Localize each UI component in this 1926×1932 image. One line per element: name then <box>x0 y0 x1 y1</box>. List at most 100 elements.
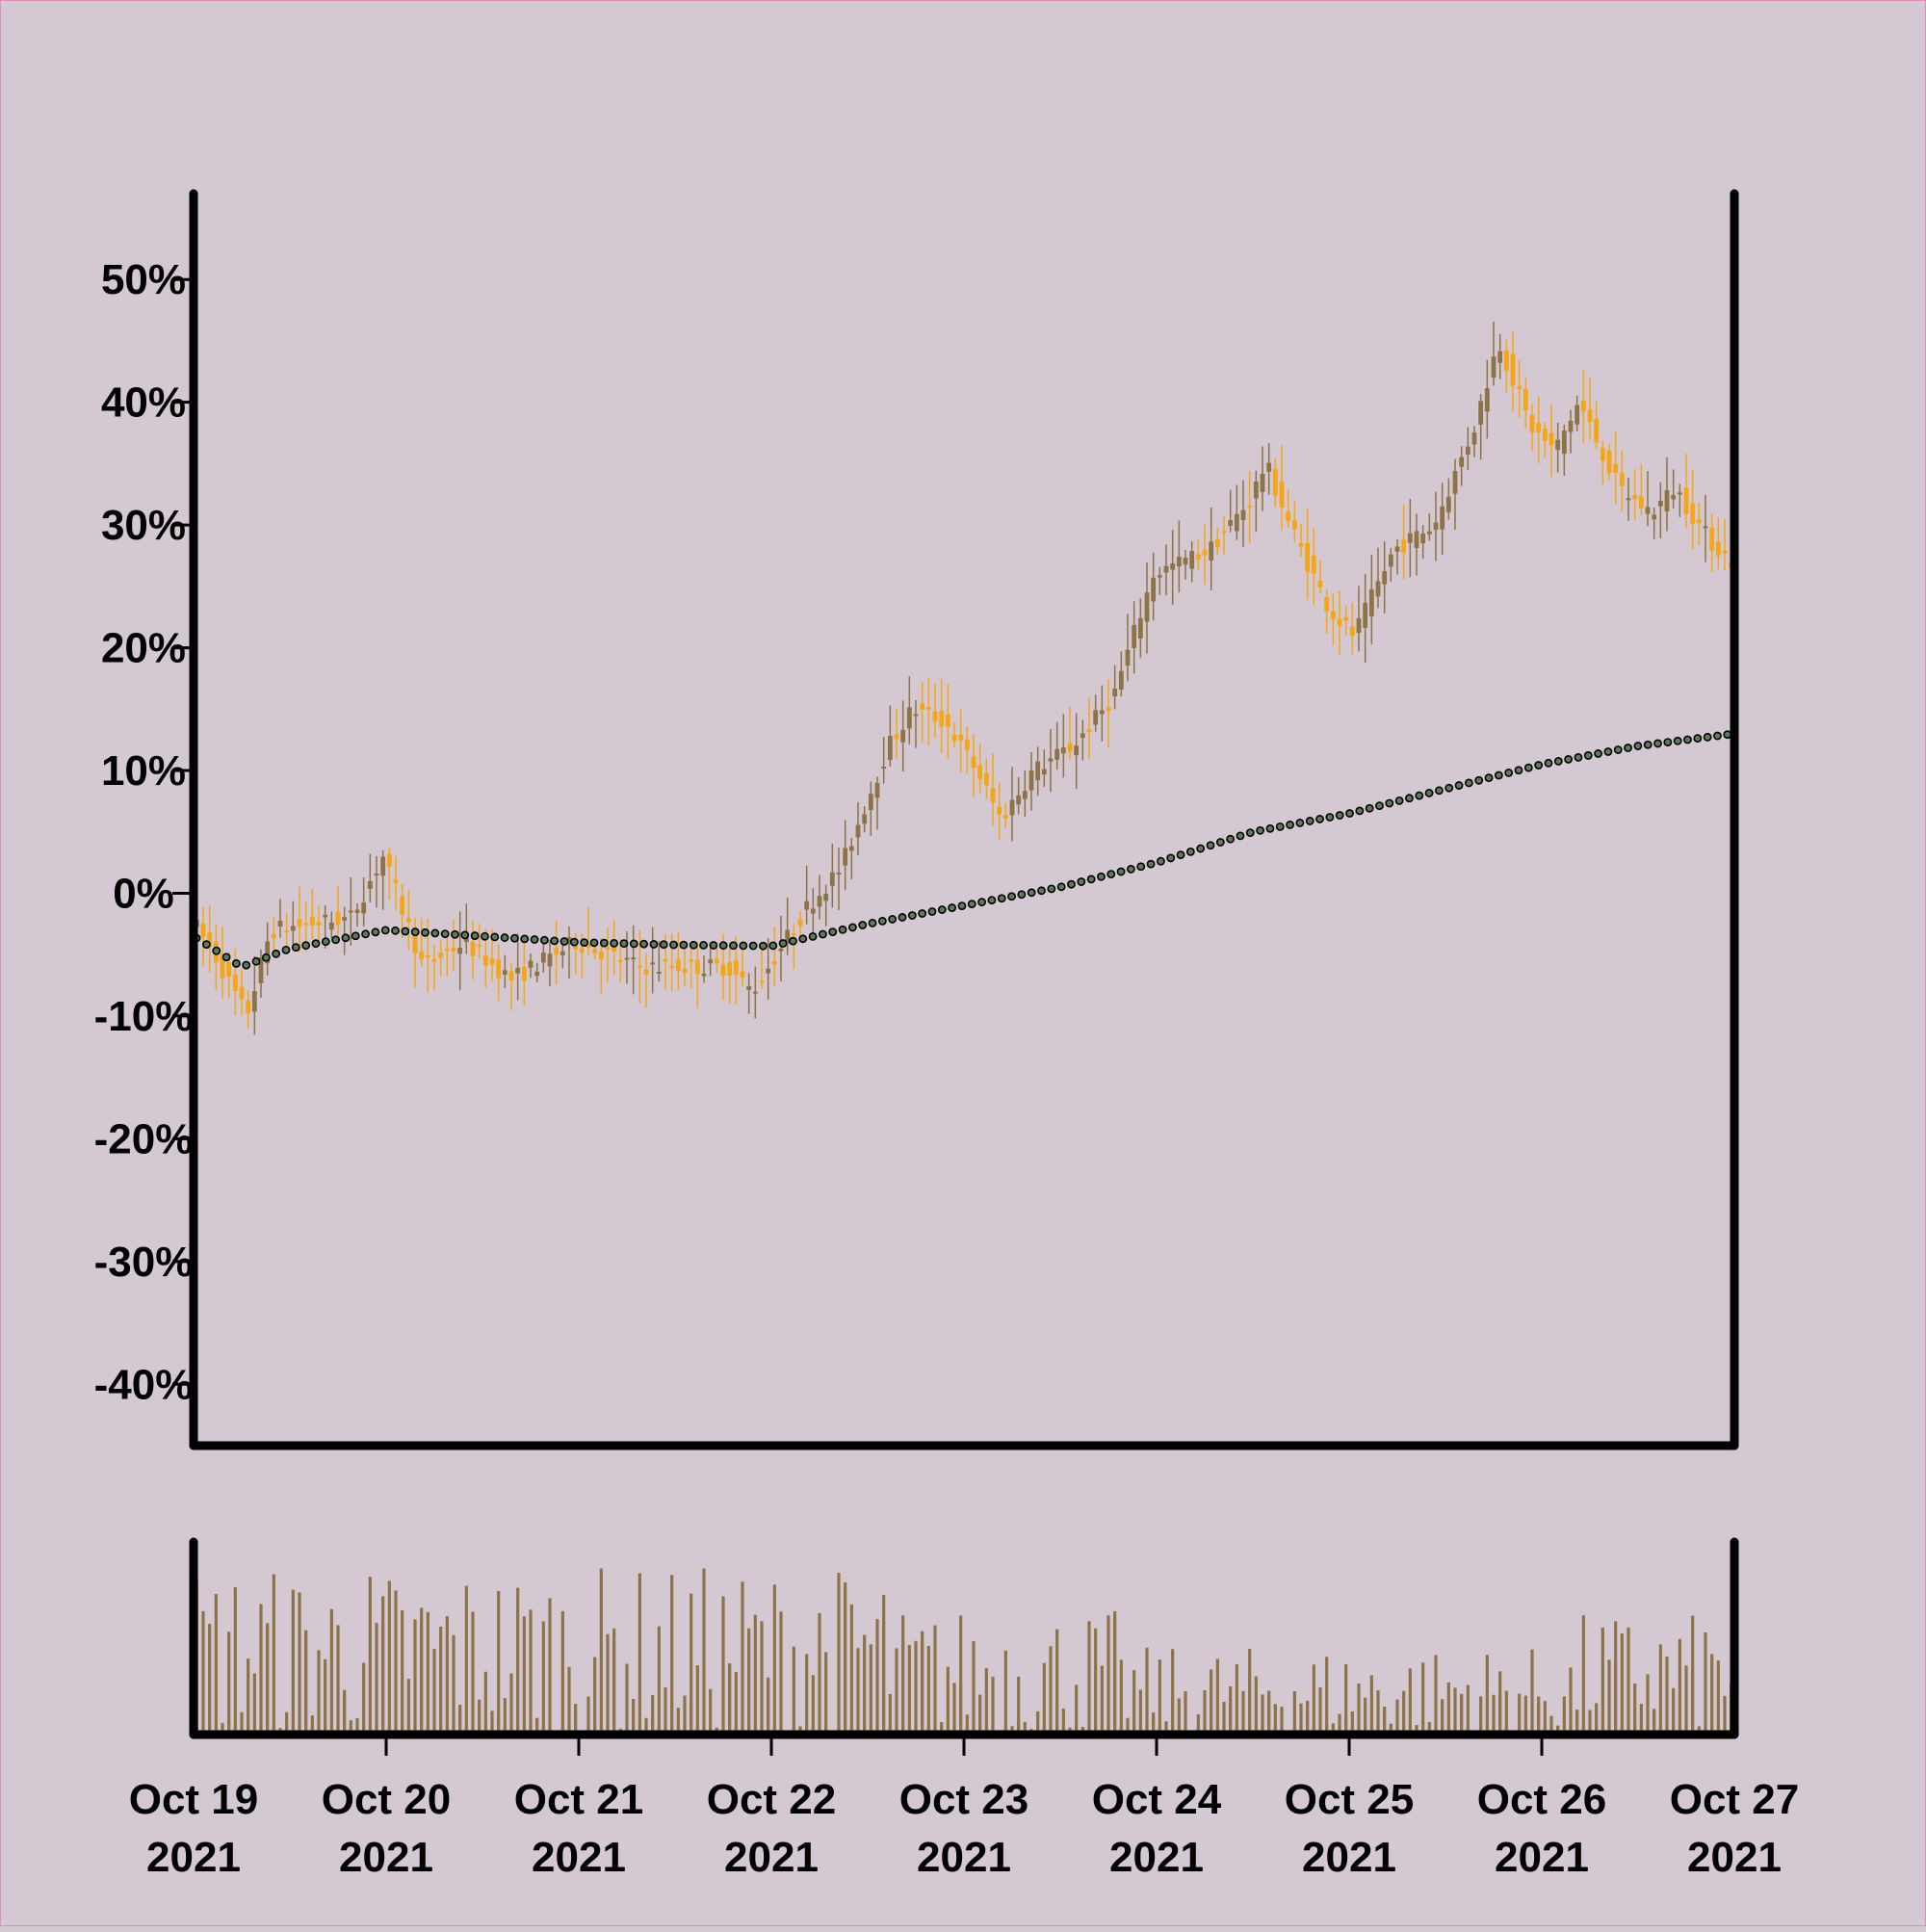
volume-bar <box>875 1619 878 1735</box>
volume-bar <box>1094 1629 1097 1735</box>
candle-body <box>394 880 399 883</box>
candle-body <box>1453 471 1458 494</box>
volume-bar <box>1704 1632 1706 1735</box>
candle-body <box>1029 770 1034 791</box>
candle-body <box>1716 541 1721 556</box>
moving-average-point <box>661 941 667 948</box>
candle-body <box>618 960 623 962</box>
moving-average-point <box>1137 863 1144 870</box>
moving-average-point <box>1287 822 1293 828</box>
volume-bar <box>1120 1659 1123 1735</box>
volume-bar <box>1447 1683 1450 1735</box>
moving-average-point <box>1158 858 1164 865</box>
candle-body <box>1061 747 1066 753</box>
candle-body <box>323 915 327 918</box>
candle-body <box>1601 448 1605 461</box>
volume-bar <box>1479 1696 1482 1735</box>
candle-body <box>721 965 726 977</box>
volume-bar <box>600 1569 603 1735</box>
volume-bar <box>818 1613 820 1735</box>
volume-bar <box>844 1582 846 1735</box>
volume-bar <box>1460 1694 1463 1735</box>
volume-bar <box>458 1705 461 1735</box>
volume-bar <box>882 1595 885 1735</box>
moving-average-point <box>670 941 677 948</box>
volume-bar <box>927 1646 930 1735</box>
moving-average-point <box>790 938 796 945</box>
candle-body <box>240 987 245 1000</box>
moving-average-layer <box>193 731 1731 969</box>
moving-average-point <box>829 928 836 935</box>
candle-body <box>291 927 296 931</box>
x-tick-label-date: Oct 24 <box>1092 1776 1222 1823</box>
moving-average-point <box>1575 754 1581 761</box>
moving-average-point <box>1346 810 1353 817</box>
moving-average-point <box>1376 802 1383 809</box>
volume-bar <box>1049 1646 1052 1735</box>
candle-body <box>246 1001 250 1013</box>
candle-body <box>1415 531 1419 547</box>
candle-body <box>849 847 854 851</box>
volume-bar <box>1043 1663 1046 1735</box>
x-tick-label-date: Oct 23 <box>899 1776 1029 1823</box>
candle-body <box>1723 551 1728 554</box>
volume-bar <box>696 1665 699 1735</box>
volume-bar <box>452 1635 455 1735</box>
candle-body <box>452 948 456 952</box>
candle-body <box>1536 423 1541 432</box>
volume-bar <box>767 1678 769 1735</box>
candle-body <box>1709 528 1714 550</box>
volume-bar <box>497 1591 500 1735</box>
volume-bar <box>1293 1691 1296 1735</box>
candle-body <box>534 972 539 976</box>
moving-average-point <box>1227 836 1234 843</box>
moving-average-point <box>1038 887 1045 894</box>
moving-average-point <box>1475 777 1482 784</box>
candle-body <box>984 773 989 785</box>
moving-average-point <box>928 908 935 915</box>
candle-body <box>1569 421 1574 432</box>
volume-bar <box>542 1621 545 1735</box>
candle-body <box>1049 758 1054 762</box>
candle-body <box>920 703 924 709</box>
candle-body <box>1292 520 1297 530</box>
moving-average-point <box>1307 818 1314 824</box>
volume-bar <box>471 1611 474 1735</box>
volume-bar <box>741 1581 743 1735</box>
volume-bar <box>1344 1664 1347 1735</box>
moving-average-point <box>1675 738 1681 744</box>
volume-bar <box>1595 1703 1598 1735</box>
volume-bar <box>1537 1697 1540 1735</box>
volume-bar <box>317 1650 320 1735</box>
candle-body <box>1241 510 1246 520</box>
candle-body <box>1324 597 1329 612</box>
moving-average-point <box>252 958 259 965</box>
volume-bar <box>856 1648 859 1735</box>
x-tick-label-date: Oct 21 <box>514 1776 644 1823</box>
candle-body <box>317 922 322 925</box>
volume-bar <box>561 1611 564 1735</box>
candle-body <box>1684 487 1689 514</box>
moving-average-point <box>222 953 229 960</box>
candle-body <box>702 974 707 976</box>
volume-bar <box>375 1623 377 1735</box>
moving-average-point <box>1266 825 1273 832</box>
moving-average-point <box>501 934 508 941</box>
moving-average-point <box>1008 893 1015 900</box>
volume-bar <box>1255 1677 1258 1735</box>
volume-bar <box>1132 1670 1135 1735</box>
volume-bar <box>1210 1669 1212 1735</box>
volume-bar <box>427 1612 429 1735</box>
candle-body <box>1658 501 1663 507</box>
volume-bar <box>1710 1654 1713 1735</box>
candle-body <box>1485 388 1490 411</box>
moving-average-point <box>372 928 378 935</box>
moving-average-point <box>452 931 458 938</box>
volume-bar <box>793 1647 795 1735</box>
candle-body <box>939 711 944 726</box>
volume-bar <box>972 1641 975 1735</box>
candle-body <box>1286 511 1290 521</box>
candle-body <box>991 788 996 802</box>
volume-bar <box>760 1621 763 1735</box>
volume-bar <box>638 1574 641 1735</box>
